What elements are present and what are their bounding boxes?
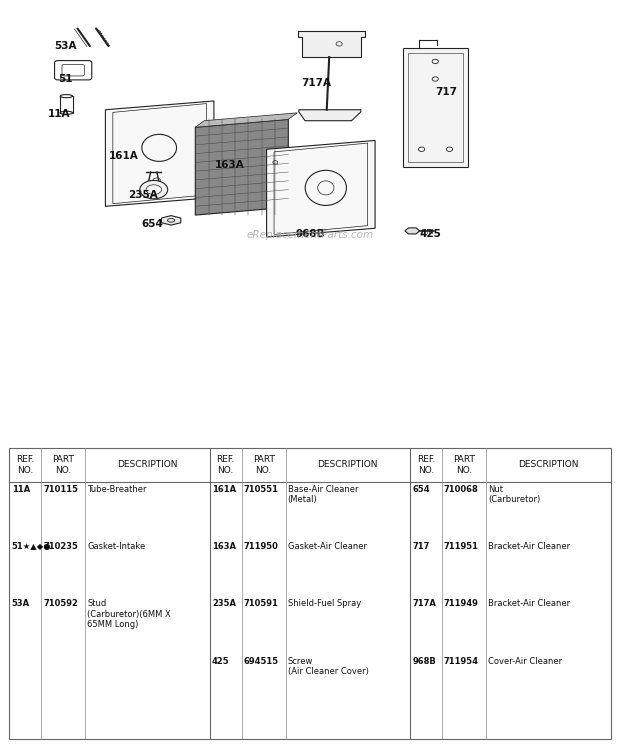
Text: 161A: 161A [212,484,236,494]
Text: 710551: 710551 [244,484,278,494]
Text: 717: 717 [435,87,458,97]
Polygon shape [161,216,181,225]
Text: Base-Air Cleaner
(Metal): Base-Air Cleaner (Metal) [288,484,358,504]
Text: Gasket-Intake: Gasket-Intake [87,542,146,551]
Text: PART
NO.: PART NO. [53,455,74,475]
Polygon shape [299,109,361,121]
Text: Tube-Breather: Tube-Breather [87,484,147,494]
Text: 968B: 968B [295,228,325,239]
Polygon shape [298,31,365,57]
Text: 717A: 717A [412,599,436,609]
Text: 51: 51 [58,74,73,84]
Text: Gasket-Air Cleaner: Gasket-Air Cleaner [288,542,366,551]
Ellipse shape [146,185,161,194]
Polygon shape [405,228,420,234]
Text: 235A: 235A [212,599,236,609]
Text: 711950: 711950 [244,542,278,551]
Polygon shape [267,141,375,237]
Text: REF.
NO.: REF. NO. [216,455,235,475]
Text: 51★▲◆●: 51★▲◆● [12,542,51,551]
Text: Bracket-Air Cleaner: Bracket-Air Cleaner [488,542,570,551]
Text: 968B: 968B [412,656,436,666]
Text: Cover-Air Cleaner: Cover-Air Cleaner [488,656,562,666]
Text: 717: 717 [412,542,430,551]
Text: Screw
(Air Cleaner Cover): Screw (Air Cleaner Cover) [288,656,368,676]
Text: 710115: 710115 [43,484,78,494]
Text: 711954: 711954 [444,656,479,666]
Text: Bracket-Air Cleaner: Bracket-Air Cleaner [488,599,570,609]
Text: DESCRIPTION: DESCRIPTION [117,461,178,469]
Text: 11A: 11A [12,484,30,494]
Text: 163A: 163A [212,542,236,551]
Text: REF.
NO.: REF. NO. [417,455,435,475]
Text: 710591: 710591 [244,599,278,609]
Text: 694515: 694515 [244,656,278,666]
Bar [403,48,468,167]
Text: 425: 425 [212,656,229,666]
Text: 161A: 161A [109,151,139,161]
Text: 654: 654 [412,484,430,494]
Text: 710235: 710235 [43,542,78,551]
Text: 710592: 710592 [43,599,78,609]
Text: 717A: 717A [301,78,331,89]
Text: 711951: 711951 [444,542,479,551]
Text: 710068: 710068 [444,484,479,494]
Text: Shield-Fuel Spray: Shield-Fuel Spray [288,599,361,609]
Text: 425: 425 [420,228,442,239]
Text: 53A: 53A [54,41,76,51]
Text: Nut
(Carburetor): Nut (Carburetor) [488,484,540,504]
Text: 235A: 235A [128,190,157,200]
Ellipse shape [140,180,167,199]
Text: 711949: 711949 [444,599,479,609]
Polygon shape [195,113,297,127]
Text: eReplacementParts.com: eReplacementParts.com [246,230,374,240]
Text: Stud
(Carburetor)(6MM X
65MM Long): Stud (Carburetor)(6MM X 65MM Long) [87,599,171,629]
Text: 163A: 163A [215,160,244,170]
Text: 654: 654 [141,219,163,229]
Polygon shape [195,119,288,215]
Text: 53A: 53A [12,599,30,609]
Text: DESCRIPTION: DESCRIPTION [518,461,578,469]
Bar [408,53,463,162]
Text: DESCRIPTION: DESCRIPTION [317,461,378,469]
Text: 11A: 11A [48,109,70,119]
Polygon shape [105,101,214,206]
Text: PART
NO.: PART NO. [253,455,275,475]
Text: REF.
NO.: REF. NO. [16,455,35,475]
Text: PART
NO.: PART NO. [453,455,475,475]
